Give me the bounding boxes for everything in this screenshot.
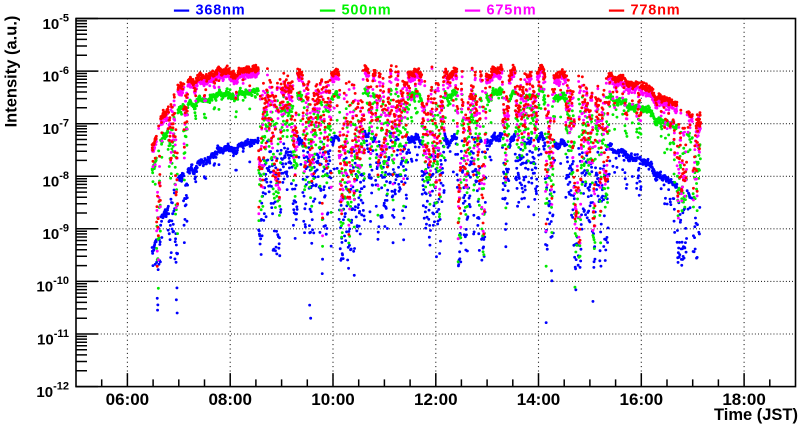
svg-text:10:00: 10:00 xyxy=(311,390,354,409)
svg-text:368nm: 368nm xyxy=(196,3,246,19)
svg-text:18:00: 18:00 xyxy=(722,390,765,409)
svg-text:12:00: 12:00 xyxy=(414,390,457,409)
svg-text:778nm: 778nm xyxy=(631,3,681,19)
svg-text:08:00: 08:00 xyxy=(208,390,251,409)
svg-text:06:00: 06:00 xyxy=(106,390,149,409)
svg-text:16:00: 16:00 xyxy=(620,390,663,409)
svg-text:14:00: 14:00 xyxy=(517,390,560,409)
svg-text:Intensity (a.u.): Intensity (a.u.) xyxy=(3,16,21,128)
svg-text:675nm: 675nm xyxy=(487,3,537,19)
svg-text:500nm: 500nm xyxy=(342,3,392,19)
svg-text:Time (JST): Time (JST) xyxy=(714,406,798,424)
